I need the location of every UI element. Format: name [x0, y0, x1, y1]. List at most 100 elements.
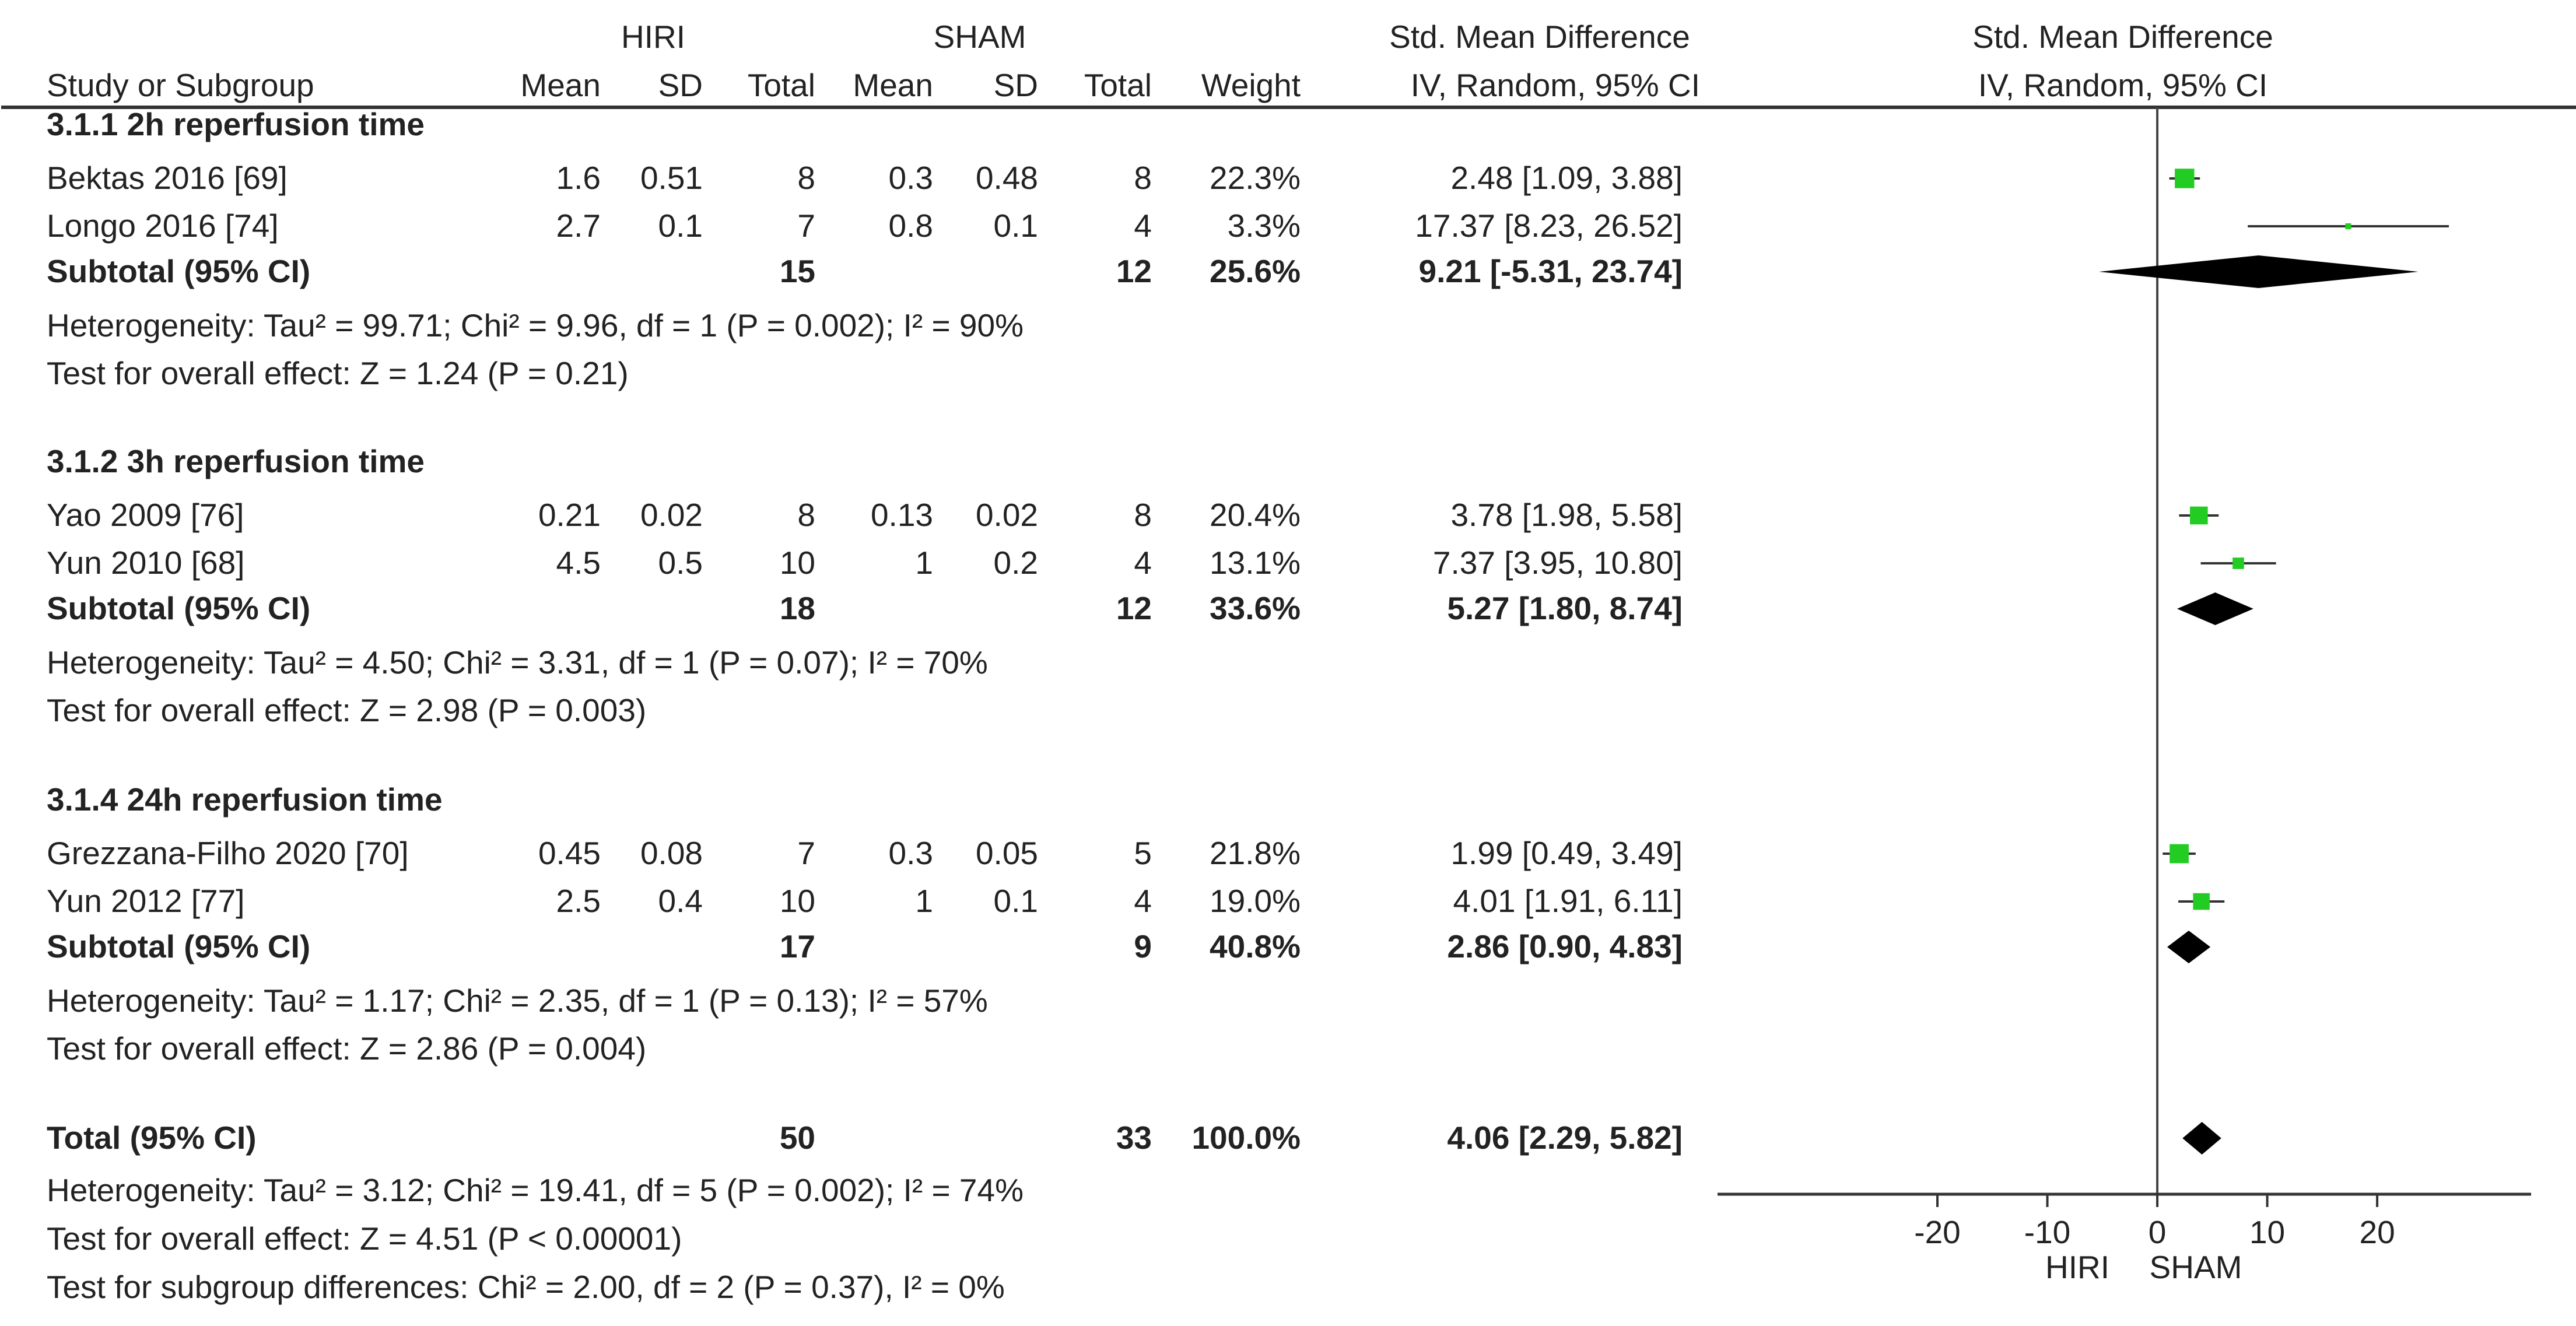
study-point — [2193, 893, 2210, 910]
hiri-mean: 1.6 — [556, 160, 601, 196]
sham-total: 8 — [1134, 497, 1152, 533]
total-overall-effect-text: Test for overall effect: Z = 4.51 (P < 0… — [47, 1220, 682, 1257]
subtotal-hiri-total: 15 — [780, 253, 815, 289]
total-hiri-total: 50 — [780, 1120, 815, 1156]
subtotal-diamond — [2098, 255, 2419, 288]
subtotal-hiri-total: 17 — [780, 928, 815, 964]
subtotal-diamond — [2167, 931, 2211, 963]
study-name: Grezzana-Filho 2020 [70] — [47, 835, 409, 871]
hiri-total: 7 — [797, 208, 815, 244]
study-point — [2190, 506, 2208, 525]
study-name: Yao 2009 [76] — [47, 497, 244, 533]
hiri-total: 8 — [797, 497, 815, 533]
sham-total: 4 — [1134, 208, 1152, 244]
hiri-sd: 0.4 — [658, 883, 703, 919]
sham-total: 4 — [1134, 545, 1152, 581]
total-weight: 100.0% — [1191, 1120, 1301, 1156]
overall-effect-text: Test for overall effect: Z = 1.24 (P = 0… — [47, 355, 629, 391]
hiri-sd: 0.02 — [640, 497, 703, 533]
heterogeneity-text: Heterogeneity: Tau² = 4.50; Chi² = 3.31,… — [47, 644, 988, 680]
study-point — [2345, 223, 2351, 229]
x-tick-label: -10 — [2024, 1214, 2071, 1250]
sham-mean: 0.13 — [871, 497, 933, 533]
subtotal-label: Subtotal (95% CI) — [47, 590, 310, 626]
sham-sd: 0.05 — [976, 835, 1038, 871]
subgroup-heading: 3.1.1 2h reperfusion time — [47, 106, 425, 142]
hiri-total: 8 — [797, 160, 815, 196]
overall-effect-text: Test for overall effect: Z = 2.98 (P = 0… — [47, 692, 646, 728]
study-weight: 19.0% — [1210, 883, 1301, 919]
study-weight: 3.3% — [1228, 208, 1301, 244]
heterogeneity-text: Heterogeneity: Tau² = 1.17; Chi² = 2.35,… — [47, 983, 988, 1019]
study-ci-text: 3.78 [1.98, 5.58] — [1450, 497, 1683, 533]
subtotal-diamond — [2177, 592, 2253, 625]
x-tick-label: 10 — [2249, 1214, 2285, 1250]
subtotal-ci-text: 9.21 [-5.31, 23.74] — [1418, 253, 1683, 289]
study-weight: 21.8% — [1210, 835, 1301, 871]
subtotal-sham-total: 12 — [1116, 590, 1152, 626]
hiri-total: 10 — [780, 545, 815, 581]
hiri-total: 10 — [780, 883, 815, 919]
study-weight: 20.4% — [1210, 497, 1301, 533]
x-tick-label: -20 — [1914, 1214, 1961, 1250]
subtotal-weight: 25.6% — [1210, 253, 1301, 289]
sham-mean: 0.3 — [889, 835, 933, 871]
sham-mean: 0.8 — [889, 208, 933, 244]
plot-header: Std. Mean Difference — [1972, 19, 2273, 55]
subgroup-heading: 3.1.2 3h reperfusion time — [47, 443, 425, 479]
favours-left-label: HIRI — [2045, 1249, 2109, 1285]
sham-total: 8 — [1134, 160, 1152, 196]
table-body: 3.1.1 2h reperfusion time Bektas 2016 [69… — [47, 106, 1683, 1305]
hiri-mean: 0.45 — [538, 835, 601, 871]
overall-effect-text: Test for overall effect: Z = 2.86 (P = 0… — [47, 1030, 646, 1067]
plot-marks — [2098, 169, 2449, 1155]
hiri-sd: 0.08 — [640, 835, 703, 871]
group2-header: SHAM — [934, 19, 1026, 55]
total-ci-text: 4.06 [2.29, 5.82] — [1447, 1120, 1683, 1156]
subgroup-heading: 3.1.4 24h reperfusion time — [47, 781, 443, 818]
sham-sd: 0.1 — [994, 208, 1038, 244]
subtotal-ci-text: 2.86 [0.90, 4.83] — [1447, 928, 1683, 964]
study-name: Yun 2010 [68] — [47, 545, 244, 581]
sd1-header: SD — [658, 67, 703, 103]
study-column-header: Study or Subgroup — [47, 67, 314, 103]
hiri-mean: 2.5 — [556, 883, 601, 919]
total-heterogeneity-text: Heterogeneity: Tau² = 3.12; Chi² = 19.41… — [47, 1172, 1024, 1208]
hiri-sd: 0.5 — [658, 545, 703, 581]
effect-method-header: IV, Random, 95% CI — [1411, 67, 1700, 103]
sham-sd: 0.48 — [976, 160, 1038, 196]
study-point — [2175, 169, 2195, 188]
mean2-header: Mean — [853, 67, 933, 103]
subgroup-differences-text: Test for subgroup differences: Chi² = 2.… — [47, 1269, 1005, 1305]
study-ci-text: 1.99 [0.49, 3.49] — [1450, 835, 1683, 871]
study-ci-text: 4.01 [1.91, 6.11] — [1453, 883, 1683, 919]
total-label: Total (95% CI) — [47, 1120, 257, 1156]
weight-header: Weight — [1201, 67, 1301, 103]
sham-sd: 0.2 — [994, 545, 1038, 581]
mean1-header: Mean — [520, 67, 601, 103]
x-tick-label: 20 — [2359, 1214, 2395, 1250]
heterogeneity-text: Heterogeneity: Tau² = 99.71; Chi² = 9.96… — [47, 307, 1024, 343]
subtotal-sham-total: 9 — [1134, 928, 1152, 964]
sd2-header: SD — [994, 67, 1038, 103]
total-diamond — [2182, 1122, 2221, 1155]
sham-mean: 1 — [915, 883, 933, 919]
plot-method-header: IV, Random, 95% CI — [1978, 67, 2267, 103]
hiri-mean: 0.21 — [538, 497, 601, 533]
hiri-sd: 0.51 — [640, 160, 703, 196]
study-ci-text: 2.48 [1.09, 3.88] — [1450, 160, 1683, 196]
study-point — [2170, 844, 2189, 864]
subtotal-label: Subtotal (95% CI) — [47, 928, 310, 964]
study-point — [2232, 557, 2244, 569]
total1-header: Total — [748, 67, 815, 103]
subtotal-label: Subtotal (95% CI) — [47, 253, 310, 289]
x-axis-ticks: -20 -10 0 10 20 — [1914, 1194, 2395, 1250]
study-name: Bektas 2016 [69] — [47, 160, 288, 196]
sham-mean: 1 — [915, 545, 933, 581]
study-weight: 22.3% — [1210, 160, 1301, 196]
sham-total: 5 — [1134, 835, 1152, 871]
study-weight: 13.1% — [1210, 545, 1301, 581]
subtotal-sham-total: 12 — [1116, 253, 1152, 289]
sham-mean: 0.3 — [889, 160, 933, 196]
